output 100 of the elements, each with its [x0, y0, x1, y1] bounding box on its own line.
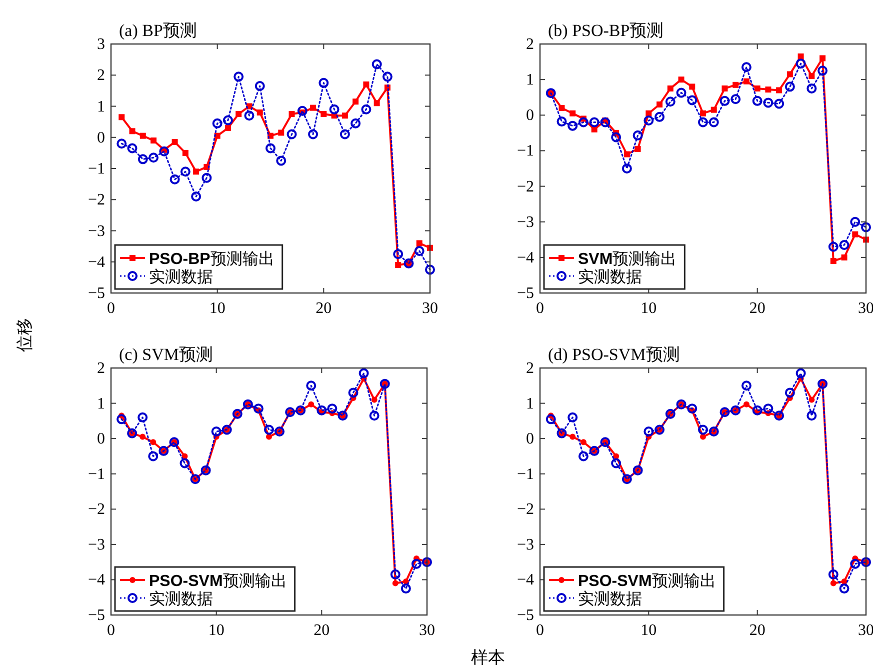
point	[224, 125, 231, 132]
point	[741, 380, 752, 391]
y-tick-label: 1	[526, 72, 534, 89]
y-tick-label: −2	[88, 501, 105, 518]
point	[784, 388, 795, 398]
point	[363, 81, 370, 88]
point	[159, 146, 170, 156]
point	[244, 110, 254, 121]
point	[624, 151, 630, 158]
point	[234, 72, 244, 82]
y-tick-label: 1	[97, 395, 105, 412]
point	[828, 242, 838, 252]
point	[340, 129, 350, 140]
point	[784, 82, 795, 92]
point	[256, 109, 263, 116]
y-tick-label: −4	[88, 572, 105, 589]
point	[798, 53, 804, 60]
x-tick-label: 10	[209, 300, 226, 317]
y-tick-label: 0	[97, 430, 105, 448]
point	[400, 584, 411, 594]
point	[350, 118, 361, 128]
x-tick-label: 10	[640, 300, 657, 317]
point	[361, 104, 372, 114]
legend-label: 实测数据	[149, 268, 213, 286]
point	[839, 584, 850, 594]
x-tick-label: 30	[422, 300, 438, 317]
point	[698, 117, 708, 128]
point	[644, 115, 654, 126]
point	[348, 388, 358, 398]
point	[558, 105, 565, 112]
point	[254, 81, 265, 92]
point	[654, 112, 665, 122]
point	[286, 129, 297, 140]
y-tick-label: 2	[526, 36, 534, 53]
point	[310, 104, 316, 111]
point	[850, 558, 860, 569]
point	[830, 258, 836, 264]
point	[180, 458, 190, 468]
point	[796, 368, 806, 378]
point	[570, 434, 576, 440]
y-tick-label: −4	[516, 572, 534, 589]
point	[150, 137, 157, 144]
point	[148, 152, 159, 163]
point	[611, 458, 622, 468]
point	[818, 66, 828, 76]
point	[306, 380, 316, 391]
y-tick-label: 3	[97, 36, 105, 53]
point	[687, 95, 698, 106]
point	[852, 231, 858, 238]
y-tick-label: −1	[88, 466, 105, 483]
point	[393, 249, 404, 260]
point	[129, 128, 136, 134]
point	[264, 424, 274, 435]
y-tick-label: −5	[516, 607, 534, 624]
chart-title: (d) PSO-SVM预测	[548, 345, 680, 364]
point	[211, 426, 222, 437]
point	[308, 401, 314, 408]
point	[710, 106, 717, 113]
point	[752, 405, 762, 416]
y-tick-label: 0	[97, 129, 105, 146]
y-tick-label: −2	[516, 501, 534, 518]
y-tick-label: 2	[526, 360, 534, 377]
legend-label: 实测数据	[578, 590, 642, 608]
point	[776, 87, 782, 94]
y-tick-label: −3	[516, 214, 534, 231]
point	[253, 404, 264, 414]
point	[828, 569, 838, 580]
point	[425, 264, 435, 275]
point	[308, 129, 318, 140]
point	[632, 130, 643, 140]
point	[698, 424, 708, 435]
y-tick-label: −1	[516, 466, 534, 483]
point	[236, 111, 242, 118]
point	[116, 138, 127, 149]
y-tick-label: −5	[88, 285, 105, 302]
point	[180, 166, 190, 177]
point	[763, 98, 774, 108]
point	[580, 439, 586, 446]
point	[369, 410, 380, 421]
legend-label: 实测数据	[149, 590, 213, 608]
point	[266, 434, 272, 440]
point	[808, 396, 815, 403]
y-tick-label: −4	[516, 249, 534, 266]
y-tick-label: −3	[516, 536, 534, 554]
y-tick-label: 1	[97, 98, 105, 116]
point	[556, 116, 567, 127]
point	[358, 368, 369, 378]
y-tick-label: 2	[97, 360, 105, 377]
point	[765, 86, 772, 93]
y-tick-label: −5	[516, 285, 534, 302]
legend-label: PSO-SVM预测输出	[149, 572, 287, 590]
point	[127, 143, 138, 154]
point	[839, 240, 850, 250]
point	[342, 112, 348, 119]
legend-label: SVM预测输出	[578, 250, 677, 268]
point	[411, 558, 422, 569]
point	[212, 118, 222, 128]
y-tick-label: −4	[88, 254, 105, 271]
point	[678, 76, 684, 83]
y-tick-label: 1	[526, 395, 534, 412]
